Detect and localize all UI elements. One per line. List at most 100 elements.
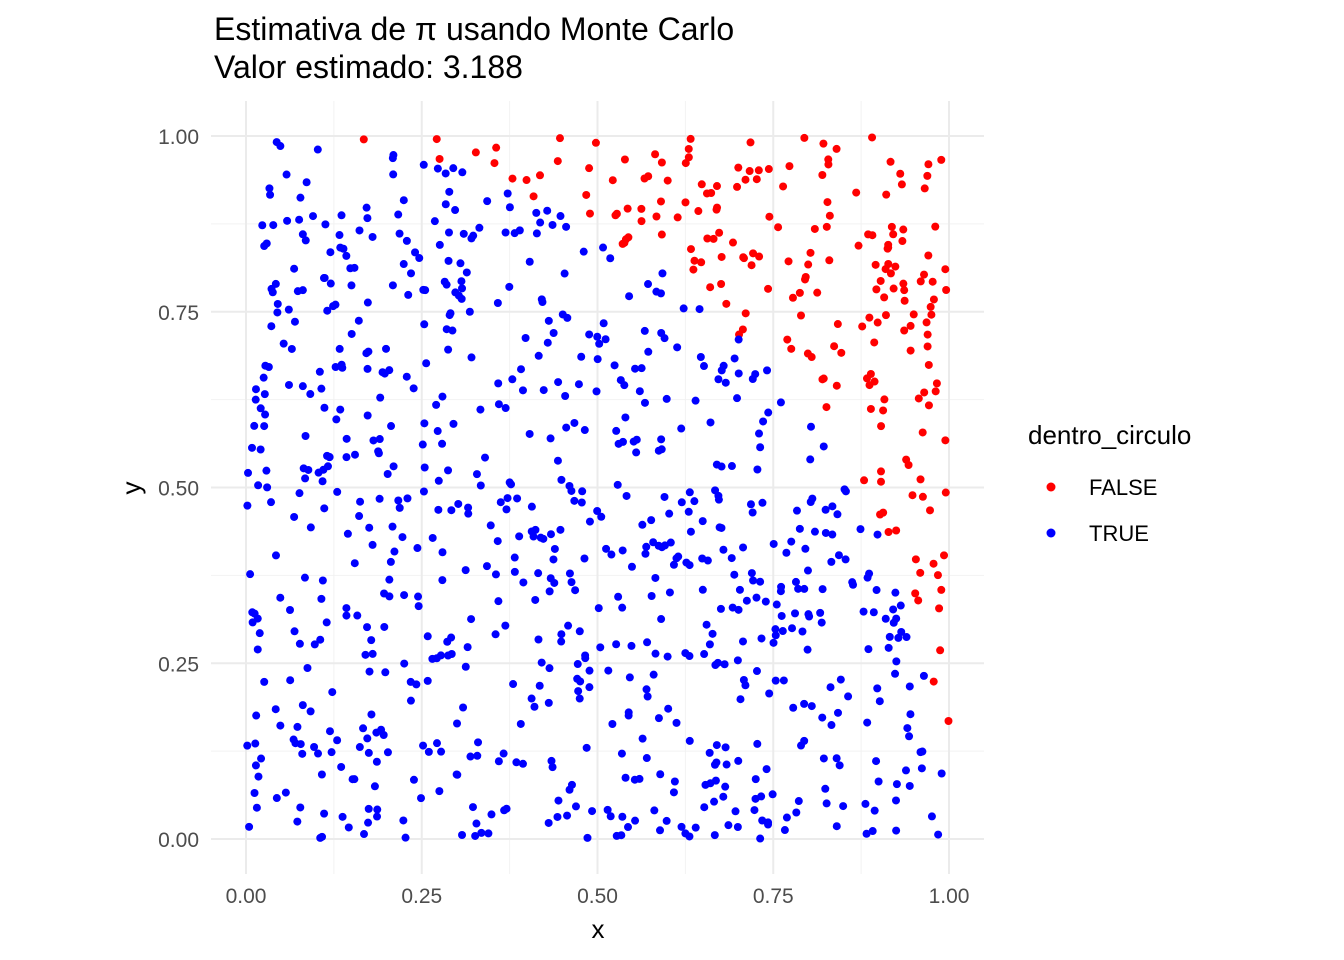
point-inside (477, 828, 486, 837)
point-outside (858, 322, 867, 331)
point-inside (298, 230, 307, 239)
point-inside (821, 505, 830, 514)
point-inside (338, 363, 347, 372)
point-inside (777, 582, 786, 591)
point-inside (721, 743, 730, 752)
point-inside (333, 487, 342, 496)
point-inside (617, 749, 626, 758)
point-outside (822, 222, 831, 231)
point-inside (817, 618, 826, 627)
point-inside (776, 398, 785, 407)
point-inside (934, 830, 943, 839)
point-inside (326, 248, 335, 257)
point-inside (849, 580, 858, 589)
point-inside (905, 781, 914, 790)
point-inside (665, 588, 674, 597)
point-inside (810, 527, 819, 536)
point-inside (487, 810, 496, 819)
point-inside (791, 609, 800, 618)
point-inside (575, 694, 584, 703)
point-inside (452, 770, 461, 779)
y-tick-label: 0.25 (158, 653, 199, 676)
point-outside (927, 310, 936, 319)
point-inside (254, 481, 263, 490)
point-inside (562, 423, 571, 432)
point-outside (585, 164, 594, 173)
point-outside (734, 163, 743, 172)
point-inside (383, 470, 392, 479)
point-inside (442, 280, 451, 289)
point-inside (702, 620, 711, 629)
point-inside (461, 566, 470, 575)
point-inside (642, 542, 651, 551)
point-outside (896, 169, 905, 178)
point-inside (803, 645, 812, 654)
point-inside (643, 692, 652, 701)
point-outside (637, 217, 646, 226)
point-inside (698, 517, 707, 526)
point-inside (419, 741, 428, 750)
point-inside (454, 291, 463, 300)
point-inside (734, 756, 743, 765)
point-inside (273, 299, 282, 308)
point-inside (246, 570, 255, 579)
point-inside (505, 203, 514, 212)
point-inside (256, 404, 265, 413)
point-outside (492, 143, 501, 152)
point-inside (756, 834, 765, 843)
point-inside (794, 584, 803, 593)
point-inside (331, 363, 340, 372)
point-inside (348, 775, 357, 784)
point-inside (641, 549, 650, 558)
point-inside (301, 236, 310, 245)
point-outside (886, 269, 895, 278)
point-inside (510, 553, 519, 562)
point-inside (531, 595, 540, 604)
point-outside (877, 477, 886, 486)
point-inside (339, 244, 348, 253)
point-inside (350, 559, 359, 568)
point-inside (418, 440, 427, 449)
point-inside (644, 280, 653, 289)
point-inside (496, 498, 505, 507)
point-inside (759, 417, 768, 426)
point-inside (414, 602, 423, 611)
point-outside (824, 160, 833, 169)
point-inside (755, 429, 764, 438)
point-outside (937, 155, 946, 164)
point-inside (722, 760, 731, 769)
point-inside (556, 212, 565, 221)
point-inside (401, 833, 410, 842)
point-inside (503, 494, 512, 503)
point-outside (637, 204, 646, 213)
point-outside (906, 346, 915, 355)
point-outside (522, 176, 531, 185)
point-outside (819, 374, 828, 383)
point-inside (649, 670, 658, 679)
point-inside (454, 499, 463, 508)
point-inside (565, 481, 574, 490)
point-inside (344, 823, 353, 832)
point-outside (623, 204, 632, 213)
point-inside (430, 217, 439, 226)
point-inside (606, 254, 615, 263)
point-inside (424, 747, 433, 756)
point-inside (331, 300, 340, 309)
point-inside (750, 806, 759, 815)
point-inside (834, 551, 843, 560)
point-inside (778, 627, 787, 636)
point-outside (944, 716, 953, 725)
point-outside (899, 225, 908, 234)
point-inside (657, 615, 666, 624)
point-inside (647, 516, 656, 525)
point-inside (792, 808, 801, 817)
point-inside (359, 724, 368, 733)
point-inside (599, 319, 608, 328)
point-inside (656, 826, 665, 835)
point-inside (748, 375, 757, 384)
point-inside (389, 462, 398, 471)
point-inside (735, 585, 744, 594)
point-inside (560, 269, 569, 278)
x-tick-label: 0.50 (577, 885, 618, 908)
point-outside (832, 381, 841, 390)
